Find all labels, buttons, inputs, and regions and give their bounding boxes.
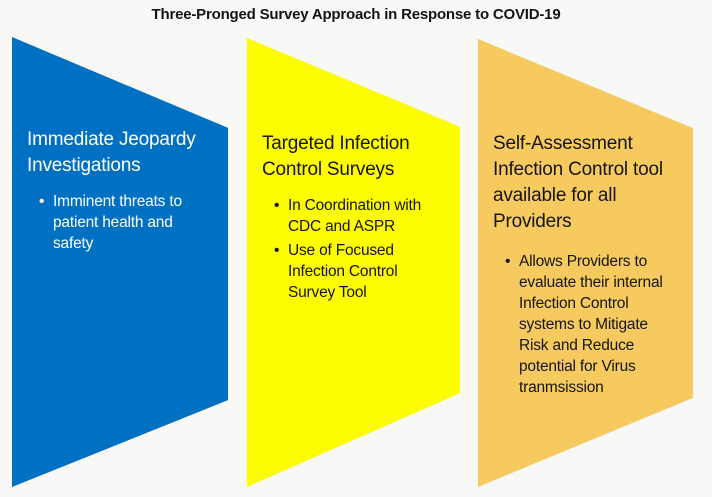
prong-immediate-jeopardy-investigations: Immediate Jeopardy Investigations Immine…: [12, 37, 228, 487]
prong-targeted-infection-control-surveys: Targeted Infection Control Surveys In Co…: [247, 38, 460, 487]
diagram-title: Three-Pronged Survey Approach in Respons…: [151, 6, 561, 23]
prong-content: Self-Assessment Infection Control tool a…: [493, 131, 665, 401]
bullet-item: Allows Providers to evaluate their inter…: [505, 251, 663, 398]
bullet-item: Use of Focused Infection Control Survey …: [274, 240, 432, 303]
bullet-item: In Coordination with CDC and ASPR: [274, 195, 432, 237]
prong-heading: Targeted Infection Control Surveys: [262, 133, 410, 180]
prong-content: Targeted Infection Control Surveys In Co…: [262, 131, 434, 306]
prong-self-assessment-infection-control-tool: Self-Assessment Infection Control tool a…: [478, 39, 693, 487]
prong-heading: Immediate Jeopardy Investigations: [27, 129, 196, 176]
prong-content: Immediate Jeopardy Investigations Immine…: [27, 127, 199, 257]
prong-bullet-list: In Coordination with CDC and ASPRUse of …: [262, 195, 432, 303]
prong-bullet-list: Allows Providers to evaluate their inter…: [493, 251, 663, 398]
prong-heading: Self-Assessment Infection Control tool a…: [493, 133, 663, 232]
bullet-item: Imminent threats to patient health and s…: [39, 191, 197, 254]
prong-bullet-list: Imminent threats to patient health and s…: [27, 191, 197, 254]
